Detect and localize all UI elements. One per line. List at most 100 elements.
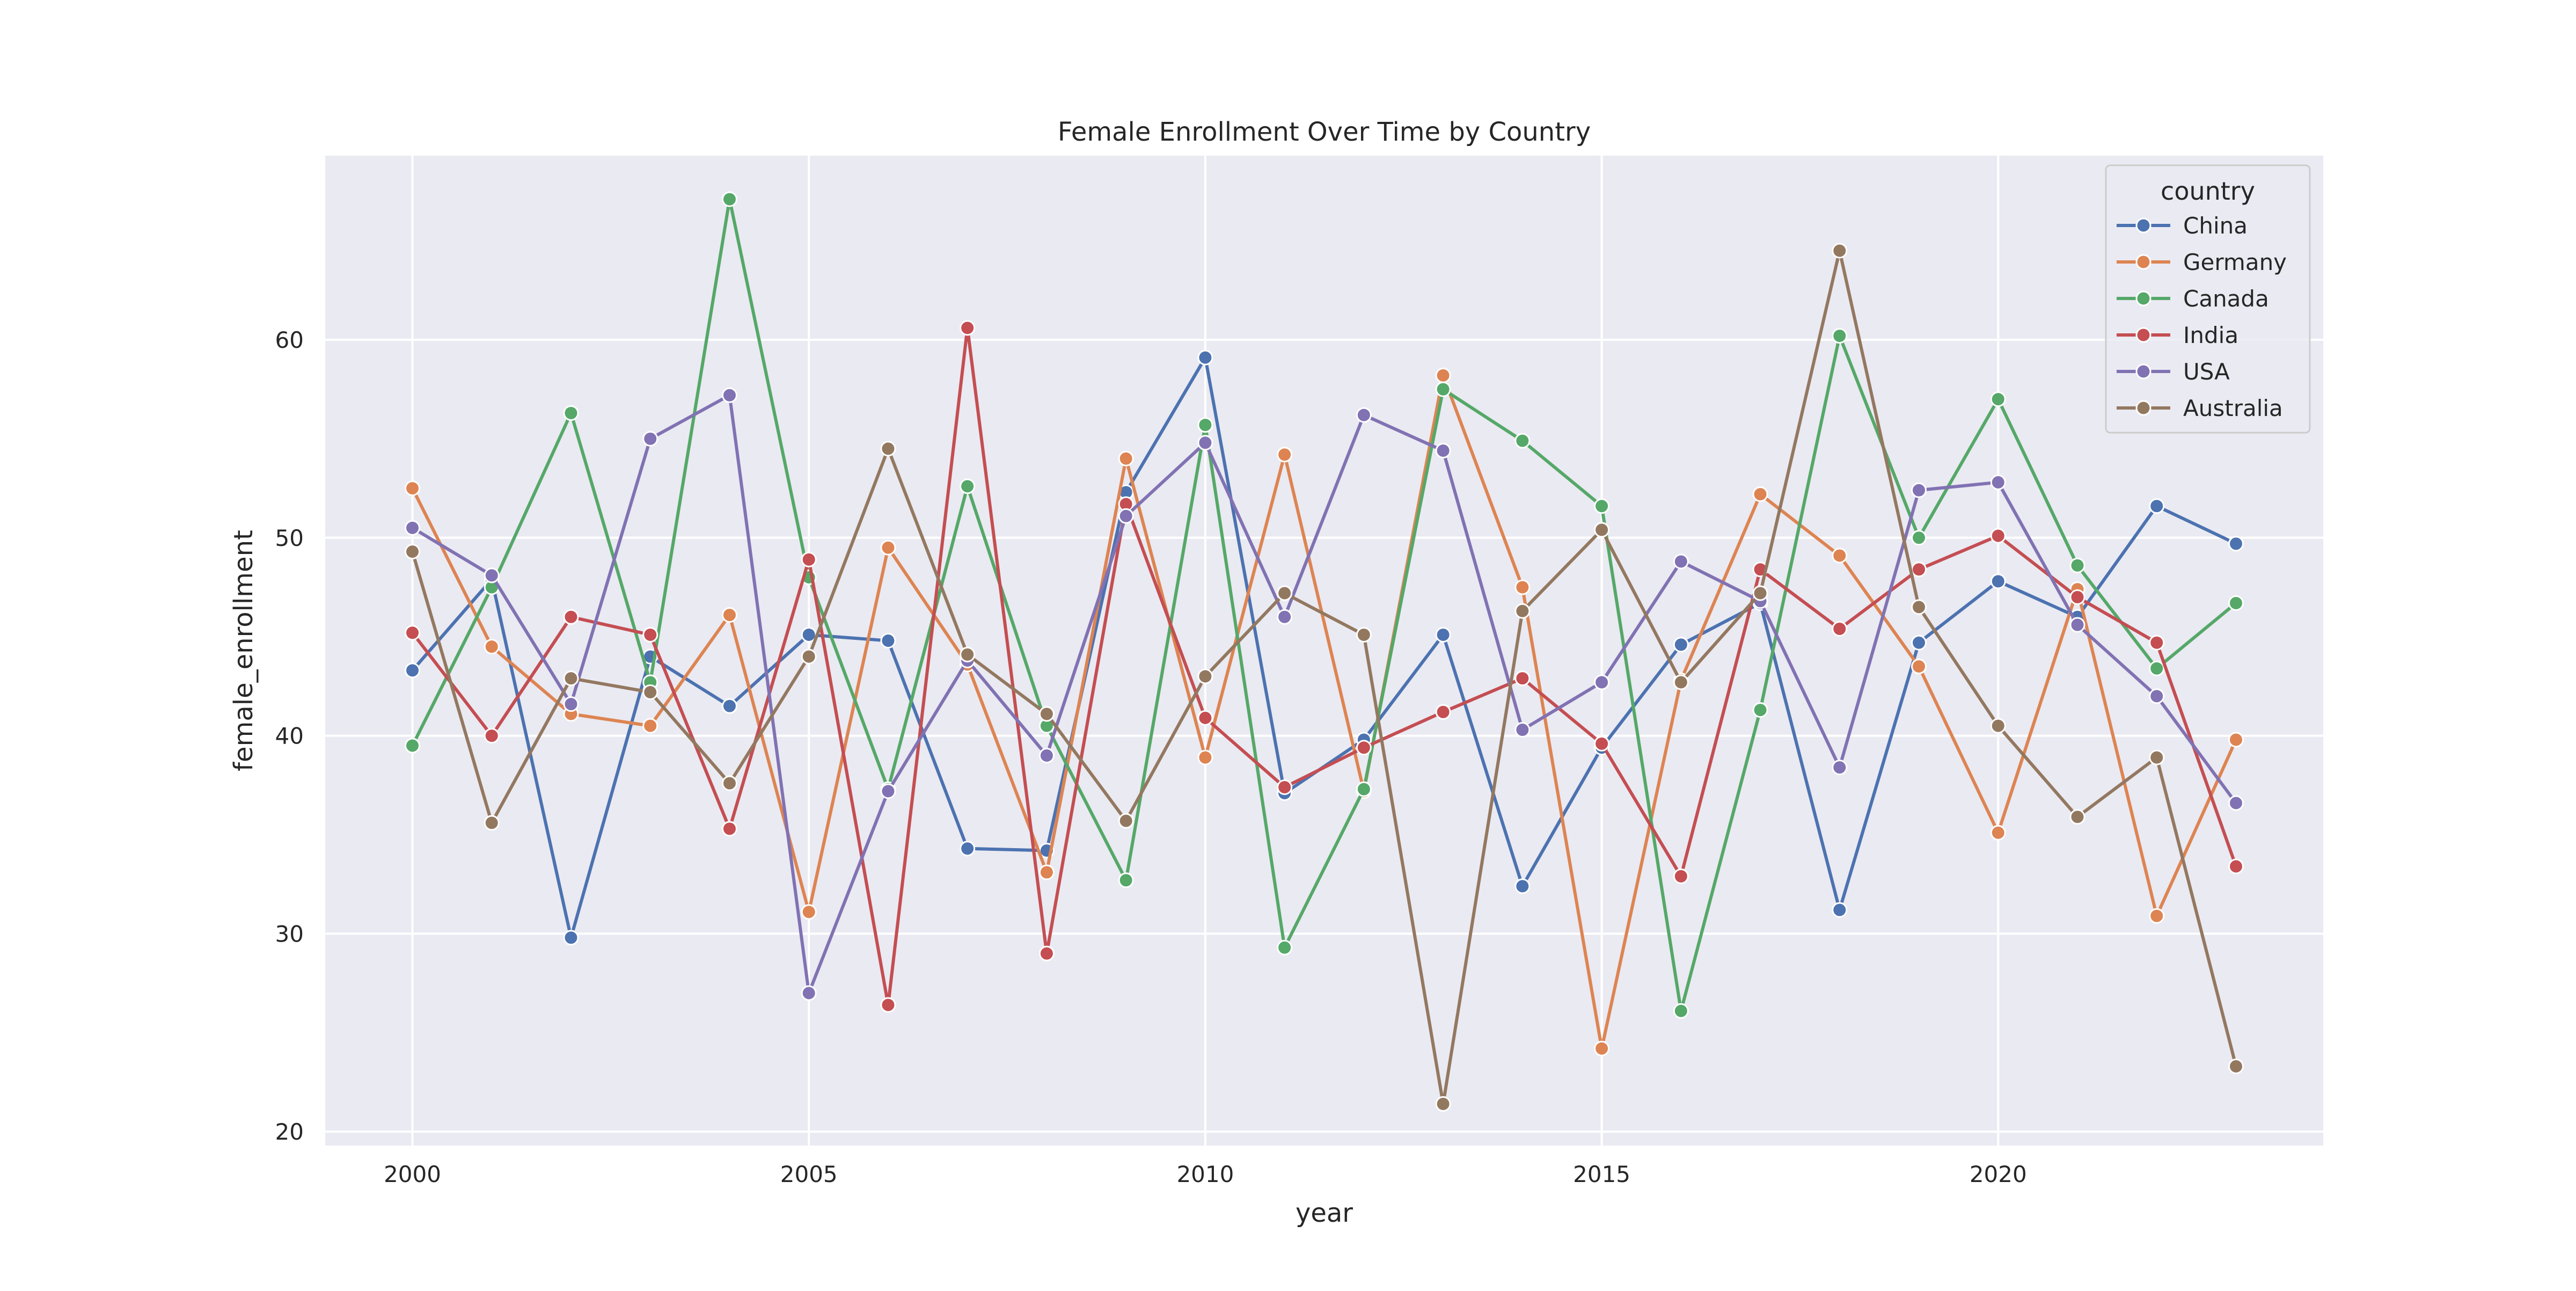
legend-swatch-marker (2135, 363, 2151, 380)
data-point (1277, 939, 1293, 956)
data-point (1832, 548, 1848, 564)
data-point (2228, 795, 2244, 811)
plot-area (325, 156, 2323, 1146)
legend-item[interactable]: USA (2117, 359, 2230, 385)
data-point (1118, 872, 1134, 888)
data-point (1197, 417, 1213, 433)
data-point (1832, 328, 1848, 344)
legend-item[interactable]: Australia (2117, 395, 2283, 421)
legend-label: Australia (2183, 395, 2283, 421)
data-point (2228, 858, 2244, 874)
series-usa (405, 387, 2244, 1001)
legend-box (2105, 164, 2311, 434)
data-point (642, 431, 658, 447)
data-point (1277, 779, 1293, 795)
data-point (2069, 809, 2085, 825)
data-point (801, 648, 817, 665)
data-point (1356, 781, 1372, 797)
legend-item[interactable]: Canada (2117, 286, 2269, 312)
data-point (484, 567, 500, 583)
data-point (1673, 674, 1689, 690)
data-point (1277, 609, 1293, 625)
data-point (2228, 732, 2244, 748)
data-point (1911, 561, 1927, 578)
data-point (1594, 498, 1610, 514)
data-point (563, 696, 579, 712)
data-point (960, 841, 976, 857)
data-point (1514, 579, 1531, 595)
data-point (1911, 659, 1927, 675)
data-point (405, 738, 421, 754)
data-point (1514, 722, 1531, 738)
data-point (880, 783, 896, 799)
data-point (1514, 878, 1531, 894)
data-point (1911, 530, 1927, 546)
data-point (1990, 528, 2006, 544)
data-point (1197, 435, 1213, 451)
legend-swatch-marker (2135, 217, 2151, 234)
data-point (1435, 443, 1451, 459)
data-point (721, 821, 737, 837)
x-tick-labels: 2000 2005 2010 2015 2020 (384, 1161, 2027, 1187)
legend: country China Germany Canada India USA Austra… (2105, 164, 2311, 434)
data-point (1990, 391, 2006, 407)
data-point (2149, 498, 2165, 514)
data-point (484, 815, 500, 831)
y-tick-label: 30 (275, 921, 304, 947)
data-point (1038, 864, 1055, 880)
data-point (1356, 740, 1372, 756)
legend-item[interactable]: China (2117, 213, 2248, 239)
series-line (411, 198, 2238, 1013)
data-point (960, 646, 976, 662)
data-point (1990, 718, 2006, 734)
data-point (1990, 475, 2006, 491)
y-tick-labels: 20 30 40 50 60 (275, 327, 304, 1145)
series-group (405, 191, 2244, 1112)
data-point (1990, 573, 2006, 589)
y-tick-label: 50 (275, 525, 304, 551)
data-point (1197, 710, 1213, 726)
data-point (1594, 674, 1610, 690)
legend-label: Canada (2183, 286, 2269, 312)
data-point (1118, 450, 1134, 466)
legend-label: China (2183, 213, 2248, 239)
data-point (563, 609, 579, 625)
data-point (2149, 749, 2165, 765)
data-point (2069, 557, 2085, 573)
y-tick-label: 20 (275, 1119, 304, 1145)
data-point (1435, 381, 1451, 397)
data-point (1514, 603, 1531, 619)
chart-title: Female Enrollment Over Time by Country (1058, 117, 1591, 147)
data-point (1594, 1040, 1610, 1056)
data-point (880, 539, 896, 556)
data-point (1435, 704, 1451, 720)
data-point (405, 662, 421, 679)
data-point (880, 997, 896, 1013)
legend-swatch-marker (2135, 400, 2151, 416)
data-point (1435, 626, 1451, 643)
data-point (2149, 908, 2165, 924)
data-point (1514, 670, 1531, 687)
legend-item[interactable]: India (2117, 322, 2238, 348)
data-point (563, 930, 579, 946)
data-point (2149, 688, 2165, 704)
x-tick-label: 2005 (780, 1161, 838, 1187)
data-point (880, 441, 896, 457)
data-point (2149, 634, 2165, 651)
data-point (1911, 599, 1927, 615)
data-point (405, 520, 421, 536)
legend-item[interactable]: Germany (2117, 249, 2287, 275)
data-point (2228, 595, 2244, 611)
series-australia (405, 243, 2244, 1112)
series-india (405, 320, 2244, 1013)
data-point (642, 718, 658, 734)
data-point (1594, 735, 1610, 752)
data-point (405, 544, 421, 560)
data-point (1673, 637, 1689, 653)
data-point (721, 775, 737, 791)
data-point (1752, 702, 1768, 718)
x-tick-label: 2020 (1970, 1161, 2027, 1187)
data-point (1673, 868, 1689, 884)
data-point (1277, 585, 1293, 601)
